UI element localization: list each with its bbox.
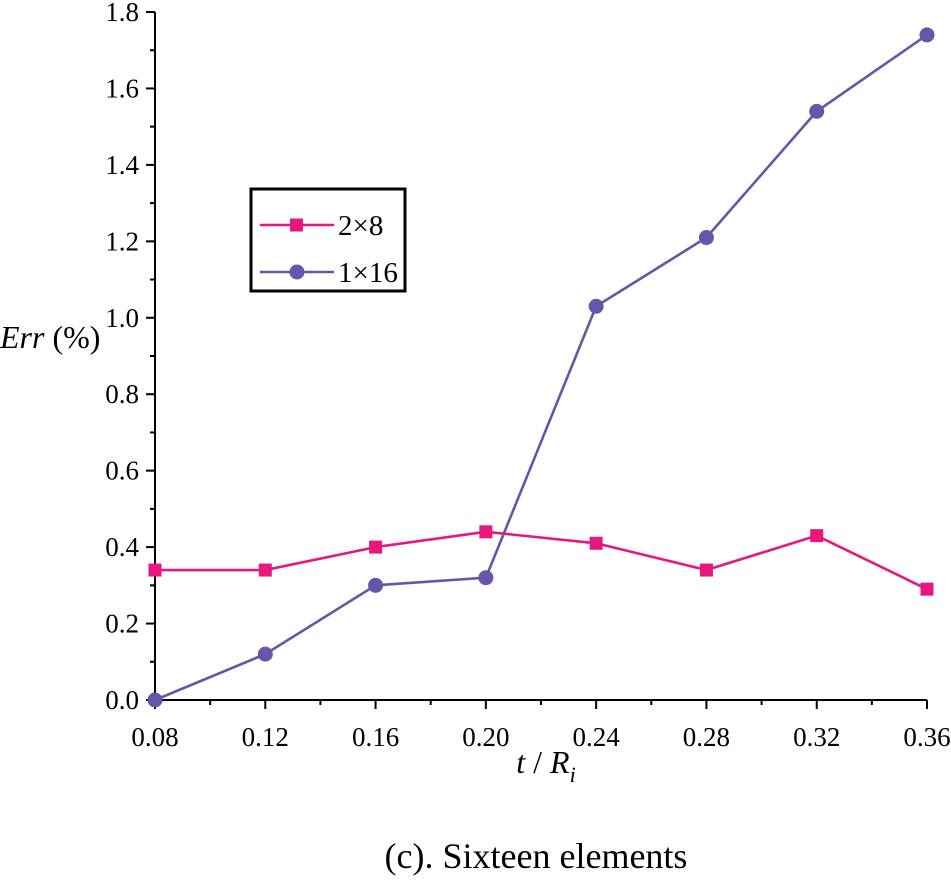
data-point <box>369 540 383 554</box>
data-point <box>258 563 272 577</box>
legend-label: 2×8 <box>338 210 383 242</box>
y-tick-label: 0.0 <box>105 685 139 715</box>
data-point <box>588 298 604 314</box>
data-point <box>479 525 493 539</box>
y-axis-ticks: 0.0 0.2 0.4 0.6 0.8 1.0 1.2 1.4 1.6 1.8 <box>105 0 155 715</box>
data-point <box>257 646 273 662</box>
data-point <box>919 27 935 43</box>
data-point <box>810 529 824 543</box>
y-tick-label: 0.8 <box>105 379 139 409</box>
series-layer <box>147 27 935 708</box>
legend-label: 1×16 <box>338 257 398 289</box>
legend-marker <box>290 218 303 232</box>
figure-caption: (c). Sixteen elements <box>385 836 688 876</box>
x-tick-label: 0.32 <box>793 722 840 752</box>
x-tick-label: 0.28 <box>683 722 730 752</box>
y-tick-label: 1.6 <box>105 73 139 103</box>
data-point <box>920 582 934 596</box>
x-tick-label: 0.12 <box>242 722 289 752</box>
legend: 2×8 1×16 <box>249 187 407 293</box>
y-axis-title: Err (%) <box>0 319 100 355</box>
series-line <box>155 530 928 591</box>
y-tick-label: 1.4 <box>105 150 139 180</box>
data-point <box>809 103 825 119</box>
x-tick-label: 0.36 <box>903 722 950 752</box>
data-point <box>368 577 384 593</box>
legend-box <box>249 187 407 293</box>
data-point <box>148 563 162 577</box>
y-tick-label: 0.2 <box>105 609 139 639</box>
data-point <box>478 570 494 586</box>
y-tick-label: 0.6 <box>105 456 139 486</box>
series-1 <box>147 27 935 708</box>
data-point <box>589 536 603 550</box>
y-tick-label: 1.2 <box>105 226 139 256</box>
x-tick-label: 0.20 <box>462 722 509 752</box>
data-point <box>147 692 163 708</box>
legend-item: 1×16 <box>260 257 398 289</box>
x-tick-label: 0.08 <box>131 722 178 752</box>
y-tick-label: 0.4 <box>105 532 139 562</box>
x-axis-title: t / Ri <box>516 744 575 787</box>
data-point <box>699 563 713 577</box>
x-tick-label: 0.16 <box>352 722 399 752</box>
series-line <box>154 33 928 702</box>
y-tick-label: 1.8 <box>105 0 139 27</box>
x-tick-label: 0.24 <box>573 722 621 752</box>
x-axis-ticks: 0.08 0.12 0.16 0.20 0.24 0.28 0.32 0.36 <box>131 700 951 752</box>
legend-marker <box>289 264 305 280</box>
legend-item: 2×8 <box>260 210 383 242</box>
y-tick-label: 1.0 <box>105 303 139 333</box>
data-point <box>698 230 714 246</box>
series-0 <box>148 525 934 596</box>
